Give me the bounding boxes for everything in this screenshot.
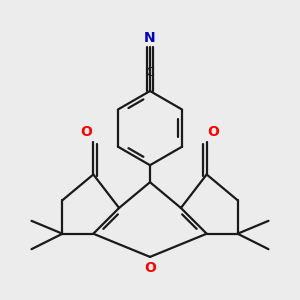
Text: N: N bbox=[144, 31, 156, 45]
Text: O: O bbox=[144, 261, 156, 275]
Text: C: C bbox=[146, 67, 154, 80]
Text: O: O bbox=[208, 125, 220, 139]
Text: O: O bbox=[80, 125, 92, 139]
